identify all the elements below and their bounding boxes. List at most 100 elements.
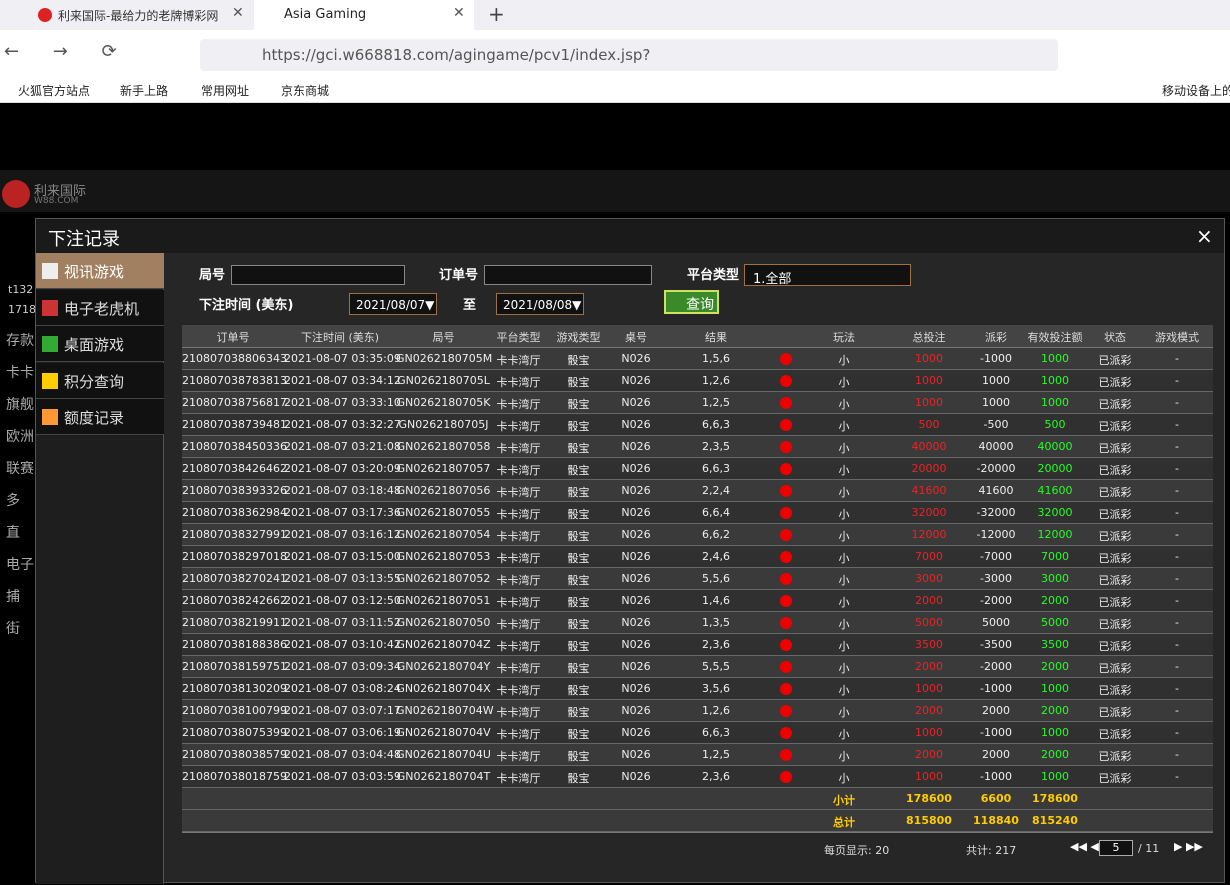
cell: 已派彩: [1098, 508, 1132, 521]
cell: -: [1175, 374, 1179, 387]
cell: GN0262180704X: [396, 682, 491, 695]
play-icon[interactable]: [780, 507, 792, 519]
cell: 7000: [915, 550, 943, 563]
play-icon[interactable]: [780, 529, 792, 541]
play-icon[interactable]: [780, 463, 792, 475]
game-header: [0, 170, 1230, 212]
cell: 3000: [915, 572, 943, 585]
user: 1718: [8, 303, 36, 316]
cell: -7000: [980, 550, 1012, 563]
bookmark[interactable]: 移动设备上的: [1162, 84, 1230, 98]
cell: 已派彩: [1098, 552, 1132, 565]
cell: 2000: [982, 704, 1010, 717]
cell: 卡卡湾厅: [496, 508, 541, 521]
cell: -: [1175, 440, 1179, 453]
play-icon[interactable]: [780, 639, 792, 651]
bookmark[interactable]: 京东商城: [281, 84, 330, 98]
date[interactable]: 2021/08/07▼: [349, 293, 437, 315]
cell: GN02621807054: [396, 528, 491, 541]
select[interactable]: 1.全部: [744, 264, 911, 287]
input[interactable]: [231, 265, 405, 285]
cell: 已派彩: [1098, 728, 1132, 741]
new-tab[interactable]: +: [488, 2, 505, 26]
cell: -20000: [976, 462, 1016, 475]
cell: N026: [621, 660, 651, 673]
play-icon[interactable]: [780, 705, 792, 717]
table-row: [182, 348, 1213, 370]
tab[interactable]: Asia Gaming: [254, 0, 474, 30]
cell: 210807038806343: [182, 352, 287, 365]
bookmark[interactable]: 常用网址: [201, 84, 250, 98]
pager-prev[interactable]: ◀◀ ◀: [1070, 840, 1099, 853]
play-icon[interactable]: [780, 573, 792, 585]
cell: 210807038100799: [182, 704, 287, 717]
bookmark[interactable]: 新手上路: [120, 84, 169, 98]
sidebar-icon: [42, 409, 58, 426]
tab-bar: [0, 0, 1230, 30]
play-icon[interactable]: [780, 771, 792, 783]
table-row: [182, 458, 1213, 480]
cell: 40000: [1037, 440, 1073, 453]
tab[interactable]: 利来国际-最给力的老牌博彩网: [58, 9, 219, 23]
play-icon[interactable]: [780, 683, 792, 695]
table-row: [182, 700, 1213, 722]
sidebar-item[interactable]: 电子老虎机: [36, 289, 164, 326]
table-row: [182, 480, 1213, 502]
summary-row: [182, 788, 1213, 810]
cell: 骰宝: [567, 398, 590, 411]
cell: N026: [621, 484, 651, 497]
menu-item: 直: [6, 525, 20, 541]
sidebar-item[interactable]: 额度记录: [36, 399, 164, 436]
cell: 已派彩: [1098, 442, 1132, 455]
close-button[interactable]: ×: [1196, 224, 1213, 248]
cell: 小: [838, 640, 850, 653]
cell: 2000: [915, 594, 943, 607]
cell: 小: [838, 706, 850, 719]
url[interactable]: https://gci.w668818.com/agingame/pcv1/in…: [262, 46, 651, 64]
cell: 2021-08-07 03:20:09: [284, 462, 401, 475]
play-icon[interactable]: [780, 485, 792, 497]
date[interactable]: 2021/08/08▼: [496, 293, 584, 315]
cell: 3500: [1041, 638, 1069, 651]
play-icon[interactable]: [780, 419, 792, 431]
cell: 6,6,3: [702, 462, 730, 475]
play-icon[interactable]: [780, 661, 792, 673]
column-header: 结果: [705, 331, 727, 344]
play-icon[interactable]: [780, 595, 792, 607]
cell: N026: [621, 440, 651, 453]
summary-label: 总计: [833, 816, 855, 829]
cell: 2,3,6: [702, 770, 730, 783]
cell: 卡卡湾厅: [496, 596, 541, 609]
cell: N026: [621, 352, 651, 365]
table-row: [182, 568, 1213, 590]
sidebar-item[interactable]: 桌面游戏: [36, 326, 164, 363]
sidebar-item[interactable]: 积分查询: [36, 362, 164, 399]
cell: 1,4,6: [702, 594, 730, 607]
play-icon[interactable]: [780, 353, 792, 365]
cell: 1000: [915, 682, 943, 695]
bookmark[interactable]: 火狐官方站点: [18, 84, 91, 98]
play-icon[interactable]: [780, 749, 792, 761]
input[interactable]: [484, 265, 652, 285]
cell: 41600: [911, 484, 947, 497]
play-icon[interactable]: [780, 727, 792, 739]
pager-next[interactable]: ▶ ▶▶: [1174, 840, 1203, 853]
cell: 210807038297018: [182, 550, 287, 563]
cell: 20000: [1037, 462, 1073, 475]
play-icon[interactable]: [780, 441, 792, 453]
cell: 1000: [1041, 374, 1069, 387]
search-button[interactable]: 查询: [664, 290, 719, 314]
cell: 1,2,6: [702, 704, 730, 717]
cell: 32000: [911, 506, 947, 519]
play-icon[interactable]: [780, 375, 792, 387]
play-icon[interactable]: [780, 551, 792, 563]
cell: 1000: [1041, 396, 1069, 409]
page-input[interactable]: 5: [1099, 840, 1133, 856]
column-header: 玩法: [833, 331, 855, 344]
sidebar-item[interactable]: 视讯游戏: [36, 253, 164, 289]
play-icon[interactable]: [780, 397, 792, 409]
cell: 2021-08-07 03:07:17: [284, 704, 401, 717]
play-icon[interactable]: [780, 617, 792, 629]
cell: -: [1175, 594, 1179, 607]
